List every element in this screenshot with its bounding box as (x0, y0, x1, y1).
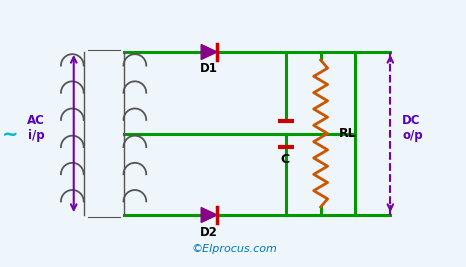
Text: ©Elprocus.com: ©Elprocus.com (191, 244, 277, 254)
Text: ~: ~ (2, 124, 18, 143)
Text: D2: D2 (200, 226, 218, 238)
Text: DC
o/p: DC o/p (402, 115, 423, 143)
Text: RL: RL (339, 127, 356, 140)
Polygon shape (201, 45, 217, 60)
Polygon shape (201, 207, 217, 222)
Text: AC
i/p: AC i/p (27, 115, 45, 143)
Text: C: C (280, 154, 289, 167)
Text: D1: D1 (200, 62, 218, 76)
